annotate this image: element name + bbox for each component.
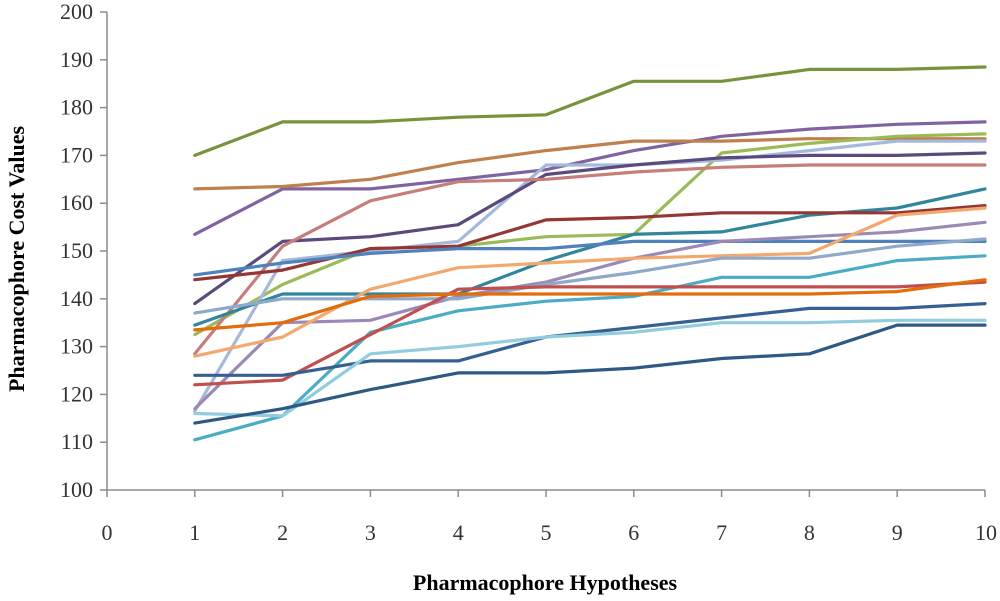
series-line-13	[193, 237, 987, 315]
series-line-6	[193, 151, 987, 306]
tick-marks	[100, 11, 986, 497]
x-tick-label: 6	[628, 520, 639, 545]
series-line-18	[193, 318, 987, 418]
y-tick-label: 110	[61, 429, 93, 454]
series-line-16	[193, 278, 987, 332]
y-tick-label: 120	[60, 381, 93, 406]
y-tick-label: 180	[60, 95, 93, 120]
series-line-4	[193, 132, 987, 337]
series-line-19	[193, 323, 987, 425]
series-lines	[193, 65, 987, 442]
x-tick-label: 2	[277, 520, 288, 545]
x-tick-label: 3	[365, 520, 376, 545]
y-tick-label: 140	[60, 286, 93, 311]
series-line-17	[193, 302, 987, 377]
y-tick-label: 130	[60, 334, 93, 359]
series-line-5	[193, 139, 987, 413]
x-tick-label: 9	[892, 520, 903, 545]
y-tick-label: 200	[60, 0, 93, 24]
series-line-2	[193, 120, 987, 236]
series-line-10	[193, 239, 987, 277]
y-tick-label: 170	[60, 142, 93, 167]
series-line-14	[193, 254, 987, 442]
y-tick-label: 150	[60, 238, 93, 263]
series-line-12	[193, 206, 987, 358]
x-axis-title: Pharmacophore Hypotheses	[413, 570, 678, 595]
y-tick-label: 100	[60, 477, 93, 502]
tick-labels: 100 110 120 130 140 150 160 170 180 190 200 0 1 2 3 4 5 6…	[60, 0, 997, 545]
x-tick-label: 4	[453, 520, 464, 545]
series-line-7	[193, 163, 987, 356]
series-line-15	[193, 280, 987, 387]
x-tick-label: 5	[541, 520, 552, 545]
x-tick-label: 1	[189, 520, 200, 545]
y-tick-label: 190	[60, 47, 93, 72]
series-line-1	[193, 65, 987, 157]
x-tick-label: 7	[716, 520, 727, 545]
y-tick-label: 160	[60, 190, 93, 215]
y-axis-title: Pharmacophore Cost Values	[4, 126, 29, 392]
x-tick-label: 8	[804, 520, 815, 545]
x-tick-label: 0	[102, 520, 113, 545]
x-tick-label: 10	[975, 520, 997, 545]
